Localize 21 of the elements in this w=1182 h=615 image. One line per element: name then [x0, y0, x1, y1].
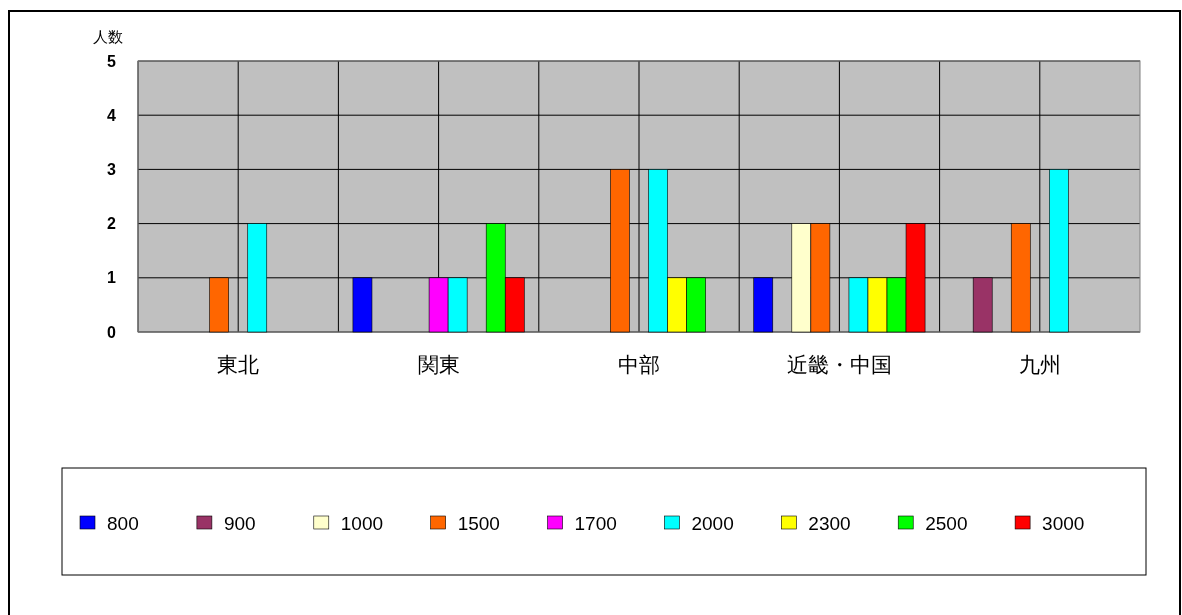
x-tick-label: 近畿・中国: [786, 353, 892, 376]
x-tick-label: 中部: [618, 353, 660, 376]
legend-label: 1500: [457, 512, 500, 534]
legend-label: 900: [223, 512, 256, 534]
legend-label: 2000: [691, 512, 734, 534]
y-tick-label: 4: [107, 106, 117, 124]
legend-label: 3000: [1042, 512, 1085, 534]
x-tick-label: 関東: [417, 353, 460, 376]
legend-label: 1000: [340, 512, 384, 534]
x-tick-label: 九州: [1018, 353, 1061, 376]
y-tick-label: 0: [107, 323, 117, 341]
y-tick-label: 1: [107, 269, 117, 287]
legend-label: 1700: [574, 512, 617, 534]
y-tick-label: 2: [107, 215, 117, 233]
x-tick-label: 東北: [217, 353, 260, 376]
y-tick-label: 3: [107, 161, 117, 178]
legend-label: 2300: [808, 512, 851, 534]
legend-label: 2500: [925, 512, 968, 534]
y-tick-label: 5: [107, 52, 117, 70]
legend-label: 800: [107, 512, 139, 534]
y-axis-title: 人数: [93, 28, 123, 45]
